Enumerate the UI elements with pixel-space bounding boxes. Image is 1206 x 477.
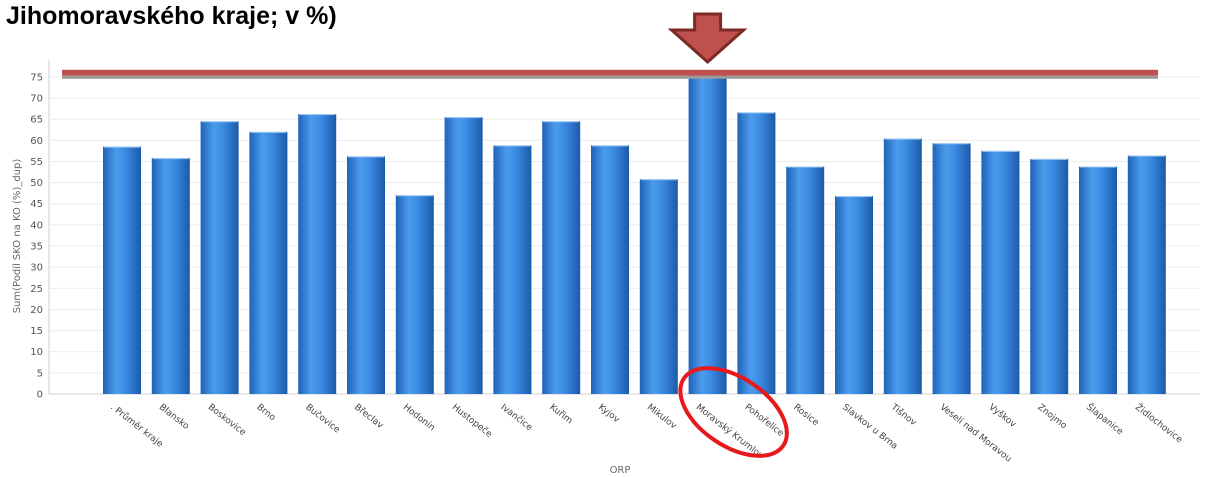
x-tick-label: Kyjov xyxy=(596,402,622,425)
reference-line-shadow xyxy=(62,75,1158,79)
y-tick-label: 20 xyxy=(30,305,43,316)
bar xyxy=(932,143,971,394)
bar xyxy=(688,74,727,394)
bar xyxy=(639,179,678,394)
bar xyxy=(737,112,776,394)
bar xyxy=(200,121,239,394)
highlight-circle xyxy=(678,366,789,458)
x-tick-label: Hustopeče xyxy=(450,402,495,440)
x-tick-label: Ivančice xyxy=(499,402,535,434)
y-tick-label: 25 xyxy=(30,284,43,295)
y-tick-label: 55 xyxy=(30,157,43,168)
x-tick-label: Boskovice xyxy=(206,402,248,438)
y-tick-label: 75 xyxy=(30,72,43,83)
bar xyxy=(249,131,288,394)
y-tick-label: 70 xyxy=(30,94,43,105)
bar xyxy=(1079,166,1117,394)
bar xyxy=(151,158,190,394)
x-tick-label: Židlochovice xyxy=(1133,401,1186,446)
bar xyxy=(591,145,629,394)
down-arrow-icon xyxy=(667,12,748,65)
x-tick-label: Vyškov xyxy=(987,402,1019,431)
bar xyxy=(444,117,483,394)
bar xyxy=(883,138,922,394)
y-tick-label: 30 xyxy=(30,263,43,274)
bar xyxy=(493,145,532,394)
y-tick-label: 65 xyxy=(30,115,43,126)
bar xyxy=(298,114,337,394)
x-tick-label: Rosice xyxy=(791,402,820,428)
y-axis-label: Sum(Podíl SKO na KO (%)_dup) xyxy=(11,159,23,314)
x-tick-label: Hodonín xyxy=(401,402,437,433)
x-tick-label: Brno xyxy=(255,402,278,423)
y-tick-label: 5 xyxy=(37,368,43,379)
x-tick-label: Mikulov xyxy=(645,402,679,431)
bar xyxy=(1030,158,1069,394)
y-tick-label: 45 xyxy=(30,199,43,210)
x-tick-label: Znojmo xyxy=(1035,402,1068,431)
bar xyxy=(542,121,581,394)
bar xyxy=(981,150,1020,394)
y-tick-label: 0 xyxy=(37,390,43,401)
y-tick-label: 60 xyxy=(30,136,43,147)
bar xyxy=(395,195,434,394)
x-tick-label: Tišnov xyxy=(888,401,919,429)
x-axis-label: ORP xyxy=(610,465,631,476)
x-tick-label: Kuřim xyxy=(547,402,574,426)
bar xyxy=(835,196,873,394)
y-tick-label: 50 xyxy=(30,178,43,189)
y-tick-label: 15 xyxy=(30,326,43,337)
page-title: Jihomoravského kraje; v %) xyxy=(6,2,337,30)
bar xyxy=(347,156,385,394)
x-tick-label: Blansko xyxy=(157,402,191,432)
y-tick-label: 10 xyxy=(30,347,43,358)
reference-line xyxy=(62,69,1158,76)
y-tick-label: 35 xyxy=(30,242,43,253)
x-tick-label: Břeclav xyxy=(352,402,385,431)
y-tick-label: 40 xyxy=(30,220,43,231)
bar xyxy=(1127,155,1166,394)
bar xyxy=(103,146,141,394)
bar xyxy=(786,166,825,394)
x-tick-label: Bučovice xyxy=(303,402,342,436)
x-tick-label: Šlapanice xyxy=(1084,401,1126,438)
